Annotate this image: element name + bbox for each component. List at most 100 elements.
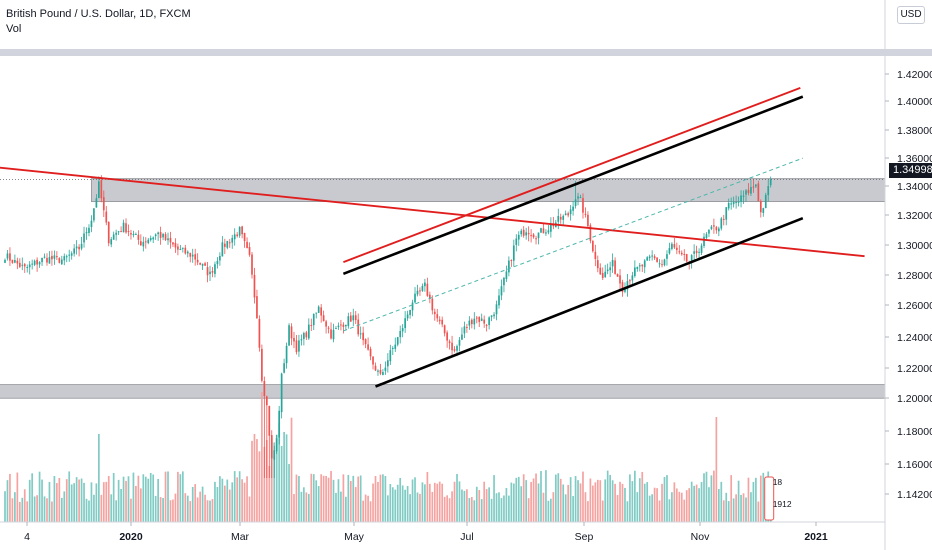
candle-body xyxy=(278,410,281,438)
upper-channel-red-line[interactable] xyxy=(343,86,801,263)
candle-body xyxy=(648,256,651,259)
candle-body xyxy=(340,324,342,326)
pane-separator[interactable] xyxy=(0,49,932,56)
candle-body xyxy=(599,267,602,275)
price-axis[interactable]: 1.42000 1.40000 1.38000 1.36000 1.34000 1.320… xyxy=(885,69,932,501)
volume-bar xyxy=(596,479,599,522)
volume-bar xyxy=(100,494,103,522)
volume-bar xyxy=(646,482,649,522)
candle-body xyxy=(750,186,752,194)
volume-bar xyxy=(243,482,246,522)
volume-bar xyxy=(710,475,713,522)
volume-bar xyxy=(569,477,572,522)
volume-bar xyxy=(720,481,723,522)
volume-bar xyxy=(732,498,735,522)
long-term-resistance-line[interactable] xyxy=(0,166,865,258)
candle-body xyxy=(60,259,63,265)
price-tick-label: 1.18000 xyxy=(897,426,932,438)
time-axis[interactable]: 4 2020 Mar May Jul Sep Nov 2021 xyxy=(24,522,828,543)
candle-body xyxy=(409,309,411,315)
volume-bar xyxy=(63,491,66,522)
candle-body xyxy=(703,236,705,246)
candle-body xyxy=(631,275,634,281)
candle-body xyxy=(154,234,157,237)
volume-bar xyxy=(265,439,268,522)
candle-body xyxy=(646,257,649,261)
volume-bar xyxy=(399,477,402,522)
volume-bar xyxy=(377,481,379,522)
volume-bar xyxy=(673,482,676,522)
volume-bar xyxy=(508,495,510,522)
volume-bar xyxy=(750,492,752,522)
volume-bar xyxy=(283,431,285,522)
candle-body xyxy=(369,348,372,357)
volume-bar xyxy=(162,497,164,522)
candle-body xyxy=(305,332,308,338)
volume-bar xyxy=(102,482,105,522)
currency-button[interactable]: USD xyxy=(897,6,925,24)
candle-body xyxy=(122,222,125,233)
volume-bar xyxy=(389,484,392,522)
volume-bar xyxy=(354,487,357,522)
candle-body xyxy=(557,216,560,222)
volume-bar xyxy=(678,491,681,522)
volume-bar xyxy=(752,482,755,522)
volume-bar xyxy=(606,470,609,522)
volume-bar xyxy=(352,475,355,522)
volume-bar xyxy=(498,492,500,522)
candle-body xyxy=(382,372,384,375)
volume-bar xyxy=(559,478,562,522)
candle-body xyxy=(416,290,419,295)
volume-markers[interactable]: 18 1912 xyxy=(764,476,792,521)
volume-bar xyxy=(298,475,300,522)
candle-body xyxy=(431,298,434,311)
volume-indicator-label[interactable]: Vol xyxy=(6,23,22,35)
channel-midline[interactable] xyxy=(343,157,803,332)
volume-bar xyxy=(11,498,14,522)
price-tick-label: 1.26000 xyxy=(897,300,932,312)
candle-body xyxy=(251,254,253,275)
volume-bar xyxy=(453,481,456,522)
volume-bar xyxy=(56,483,58,522)
candle-body xyxy=(95,198,98,208)
candle-body xyxy=(51,255,53,260)
lower-channel-line[interactable] xyxy=(375,216,804,388)
candle-body xyxy=(404,318,406,329)
volume-bar xyxy=(199,491,201,522)
candle-body xyxy=(769,179,772,186)
candle-body xyxy=(132,233,135,236)
volume-bar xyxy=(18,501,21,522)
candle-body xyxy=(611,259,614,267)
volume-bar xyxy=(456,474,458,522)
volume-bar xyxy=(6,480,9,522)
candle-body xyxy=(495,304,498,315)
volume-bar xyxy=(505,488,508,522)
volume-bar xyxy=(488,487,490,522)
candle-body xyxy=(209,271,211,275)
volume-bar xyxy=(609,474,611,522)
volume-bar xyxy=(228,489,231,522)
volume-bar xyxy=(98,434,100,522)
upper-channel-line[interactable] xyxy=(342,95,804,276)
candle-body xyxy=(46,257,48,263)
support-zone[interactable] xyxy=(0,384,885,399)
candle-body xyxy=(75,246,78,249)
volume-bar xyxy=(285,434,288,522)
candle-body xyxy=(100,180,103,199)
volume-bar xyxy=(28,479,31,522)
price-pane[interactable] xyxy=(0,86,885,522)
candle-body xyxy=(164,234,167,240)
volume-bar xyxy=(550,498,552,522)
candle-body xyxy=(473,318,476,325)
candle-body xyxy=(191,254,194,257)
volume-bar xyxy=(181,471,184,522)
candle-body xyxy=(53,255,56,259)
candle-body xyxy=(698,251,700,253)
time-tick-label: 2021 xyxy=(804,531,828,543)
volume-bar xyxy=(70,484,73,522)
volume-bar xyxy=(95,483,98,522)
volume-bar xyxy=(448,498,451,522)
candle-body xyxy=(310,324,313,326)
